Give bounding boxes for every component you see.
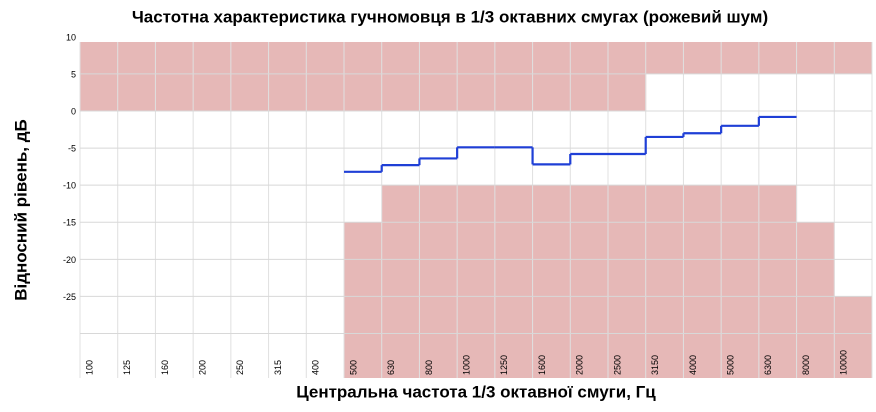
x-tick-label: 160	[160, 360, 170, 375]
limit-band	[419, 185, 458, 378]
limit-band	[117, 42, 156, 111]
limit-band	[645, 185, 684, 378]
x-tick-label: 5000	[726, 355, 736, 375]
limit-band	[457, 185, 496, 378]
limit-band	[230, 42, 270, 111]
limit-band	[80, 42, 119, 111]
x-tick-label: 400	[311, 360, 321, 375]
y-tick-label: -5	[68, 144, 76, 154]
limit-band	[683, 185, 722, 378]
limit-band	[532, 42, 571, 111]
y-tick-label: -15	[63, 218, 76, 228]
limit-band	[344, 222, 383, 378]
limit-band	[608, 185, 647, 378]
limit-band	[457, 42, 496, 111]
x-tick-label: 2500	[612, 355, 622, 375]
y-axis-label: Відносний рівень, дБ	[11, 119, 30, 301]
limit-band	[834, 296, 873, 378]
limit-band	[758, 185, 798, 378]
limit-band	[344, 42, 383, 111]
limit-band	[796, 222, 835, 378]
limit-band	[645, 42, 684, 74]
limit-band	[381, 42, 420, 111]
chart-title: Частотна характеристика гучномовця в 1/3…	[132, 7, 768, 26]
y-tick-label: 5	[71, 69, 76, 79]
limit-band	[381, 185, 420, 378]
x-tick-label: 500	[348, 360, 358, 375]
limit-band	[532, 185, 571, 378]
y-tick-label: 0	[71, 106, 76, 116]
x-tick-label: 10000	[839, 350, 849, 375]
limit-band	[721, 42, 760, 74]
x-tick-label: 4000	[688, 355, 698, 375]
limit-band	[155, 42, 194, 111]
limit-band	[193, 42, 232, 111]
y-tick-label: 10	[66, 32, 76, 42]
limit-band	[834, 42, 873, 74]
limit-band	[796, 42, 835, 74]
x-tick-label: 125	[122, 360, 132, 375]
x-tick-label: 8000	[801, 355, 811, 375]
y-tick-label: -25	[63, 292, 76, 302]
x-tick-label: 3150	[650, 355, 660, 375]
x-tick-label: 250	[235, 360, 245, 375]
y-tick-label: -20	[63, 255, 76, 265]
x-tick-label: 630	[386, 360, 396, 375]
limit-band	[306, 42, 345, 111]
x-tick-label: 2000	[575, 355, 585, 375]
x-tick-label: 200	[198, 360, 208, 375]
x-tick-label: 1000	[462, 355, 472, 375]
limit-band	[268, 42, 307, 111]
limit-band	[570, 42, 609, 111]
limit-band	[683, 42, 722, 74]
limit-band	[758, 42, 798, 74]
x-tick-label: 1600	[537, 355, 547, 375]
limit-band	[570, 185, 609, 378]
y-tick-label: -10	[63, 181, 76, 191]
limit-band	[721, 185, 760, 378]
limit-band	[608, 42, 647, 111]
x-axis-label: Центральна частота 1/3 октавної смуги, Г…	[296, 382, 656, 401]
x-tick-label: 315	[273, 360, 283, 375]
x-tick-label: 1250	[499, 355, 509, 375]
x-tick-label: 100	[84, 360, 94, 375]
limit-band	[419, 42, 458, 111]
limit-band	[494, 185, 534, 378]
x-tick-label: 6300	[763, 355, 773, 375]
limit-band	[494, 42, 534, 111]
x-tick-label: 800	[424, 360, 434, 375]
